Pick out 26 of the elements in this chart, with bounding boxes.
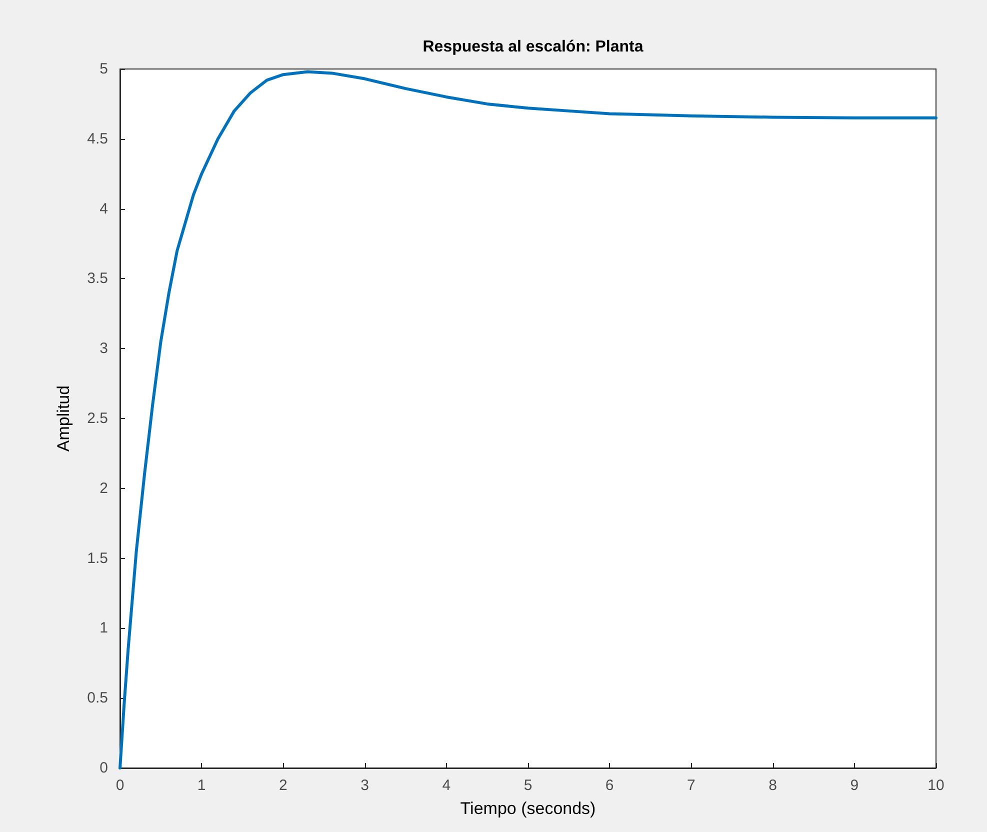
y-tick-label: 3 bbox=[100, 340, 108, 358]
y-tick-label: 2.5 bbox=[87, 410, 108, 427]
x-tick-label: 3 bbox=[360, 777, 369, 794]
x-tick-label: 9 bbox=[850, 777, 859, 794]
y-tick-label: 3.5 bbox=[87, 270, 108, 288]
y-axis-title: Amplitud bbox=[54, 385, 73, 452]
y-tick-label: 0 bbox=[100, 760, 108, 776]
x-tick-label: 7 bbox=[687, 777, 696, 794]
x-tick-label: 10 bbox=[928, 777, 944, 794]
x-tick-label: 1 bbox=[197, 777, 206, 794]
x-tick-label: 0 bbox=[116, 777, 124, 794]
x-tick-label: 5 bbox=[524, 777, 532, 794]
x-tick-label: 8 bbox=[768, 777, 777, 794]
y-tick-label: 1.5 bbox=[87, 550, 108, 567]
line-series bbox=[118, 70, 938, 770]
x-axis-title: Tiempo (seconds) bbox=[460, 799, 596, 818]
x-tick-label: 2 bbox=[279, 777, 288, 794]
y-tick-label: 1 bbox=[100, 620, 108, 637]
y-tick-label: 4.5 bbox=[87, 130, 108, 148]
y-tick-label: 0.5 bbox=[87, 690, 108, 707]
y-tick-label: 5 bbox=[100, 60, 108, 78]
x-tick-label: 4 bbox=[442, 777, 451, 794]
chart-title: Respuesta al escalón: Planta bbox=[422, 38, 644, 56]
y-tick-label: 4 bbox=[100, 200, 108, 218]
x-tick-label: 6 bbox=[605, 777, 614, 794]
y-tick-label: 2 bbox=[100, 480, 108, 497]
